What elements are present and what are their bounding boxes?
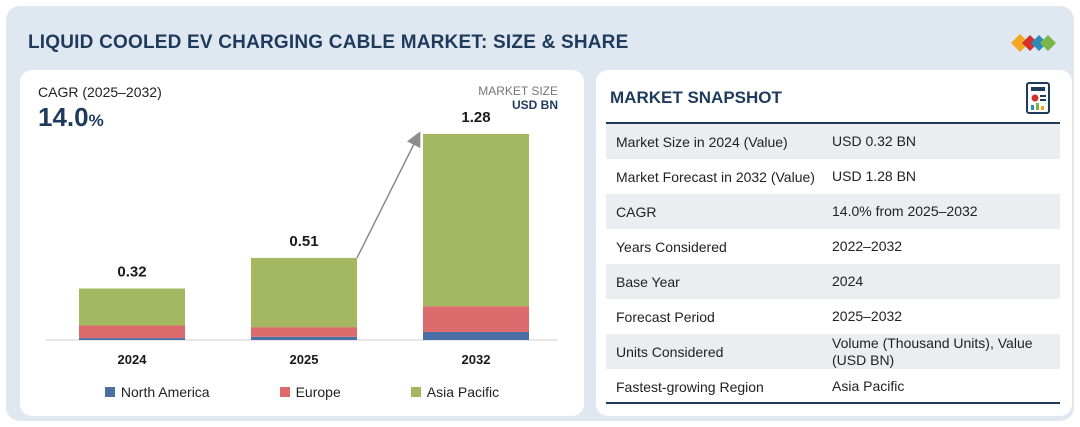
snapshot-row-value: USD 1.28 BN	[832, 168, 917, 184]
snapshot-row-label: Forecast Period	[616, 308, 715, 325]
brand-logo-icon	[1011, 34, 1056, 52]
cagr-number: 14.0	[38, 102, 89, 132]
chart-card: CAGR (2025–2032) 14.0% MARKET SIZE USD B…	[20, 70, 584, 416]
snapshot-row: Market Forecast in 2032 (Value) USD 1.28 …	[606, 159, 1060, 194]
snapshot-row: Units Considered Volume (Thousand Units),…	[606, 334, 1060, 369]
report-icon	[1026, 82, 1050, 114]
snapshot-top-rule	[606, 122, 1060, 124]
bar-segment-asia-pacific-2024	[79, 288, 185, 326]
bar-total-label: 1.28	[461, 109, 490, 126]
x-tick-label: 2024	[118, 352, 148, 367]
snapshot-row: Market Size in 2024 (Value) USD 0.32 BN	[606, 124, 1060, 159]
cagr-percent-symbol: %	[88, 111, 104, 130]
snapshot-row-label: Market Size in 2024 (Value)	[616, 133, 788, 150]
logo-diamond-4	[1040, 35, 1056, 51]
page-title: LIQUID COOLED EV CHARGING CABLE MARKET: …	[28, 32, 629, 53]
legend-label: North America	[120, 384, 210, 400]
bar-segment-north-america-2025	[251, 336, 357, 340]
bar-total-label: 0.32	[117, 264, 146, 281]
snapshot-title: MARKET SNAPSHOT	[610, 88, 782, 107]
snapshot-row: Years Considered 2022–2032	[606, 229, 1060, 264]
legend-label: Europe	[295, 384, 341, 400]
legend-item: Asia Pacific	[410, 384, 500, 400]
bar-segment-north-america-2032	[423, 331, 529, 340]
snapshot-row: CAGR 14.0% from 2025–2032	[606, 194, 1060, 229]
cagr-value: 14.0%	[38, 102, 104, 133]
bar-segment-north-america-2024	[79, 338, 185, 340]
growth-arrow	[356, 131, 421, 259]
logo-diamond-3	[1031, 35, 1047, 51]
snapshot-row-value: 2024	[832, 273, 864, 289]
snapshot-row-value: 14.0% from 2025–2032	[832, 203, 978, 219]
snapshot-card: MARKET SNAPSHOT Market Size in 2024 (Val…	[596, 70, 1072, 416]
bar-segment-europe-2032	[423, 306, 529, 332]
snapshot-bottom-rule	[606, 402, 1060, 404]
snapshot-row-label: Base Year	[616, 273, 680, 290]
snapshot-row: Fastest-growing Region Asia Pacific	[606, 369, 1060, 404]
market-size-unit: USD BN	[511, 98, 558, 112]
snapshot-row: Forecast Period 2025–2032	[606, 299, 1060, 334]
bar-segment-europe-2025	[251, 327, 357, 337]
bar-total-label: 0.51	[289, 233, 318, 250]
snapshot-row-label: Fastest-growing Region	[616, 378, 764, 395]
bar-segment-asia-pacific-2025	[251, 257, 357, 328]
logo-diamond-2	[1022, 35, 1038, 51]
chart-legend: North America Europe Asia Pacific	[20, 384, 584, 400]
snapshot-row-value: 2022–2032	[832, 238, 903, 254]
snapshot-row-label: Market Forecast in 2032 (Value)	[616, 168, 815, 185]
bar-segment-europe-2024	[79, 325, 185, 339]
x-tick-label: 2032	[462, 352, 491, 367]
cagr-label: CAGR (2025–2032)	[38, 84, 162, 100]
snapshot-row-value: Asia Pacific	[832, 378, 905, 394]
snapshot-row-label: Units Considered	[616, 343, 724, 360]
logo-diamond-1	[1011, 34, 1029, 52]
legend-swatch	[104, 387, 115, 397]
snapshot-row-label: CAGR	[616, 203, 657, 220]
legend-swatch	[410, 387, 421, 397]
legend-swatch	[279, 387, 290, 397]
snapshot-row: Base Year 2024	[606, 264, 1060, 299]
snapshot-row-label: Years Considered	[616, 238, 727, 255]
snapshot-table: Market Size in 2024 (Value) USD 0.32 BN Ma…	[606, 124, 1060, 404]
legend-label: Asia Pacific	[426, 384, 500, 400]
legend-item: Europe	[279, 384, 341, 400]
snapshot-row-value: Volume (Thousand Units), Value (USD BN)	[832, 334, 1033, 368]
market-size-label: MARKET SIZE	[478, 84, 558, 98]
snapshot-row-value: USD 0.32 BN	[832, 133, 917, 149]
bar-segment-asia-pacific-2032	[423, 134, 529, 307]
infographic-frame: LIQUID COOLED EV CHARGING CABLE MARKET: …	[6, 6, 1074, 421]
stacked-bar-chart: 0.32 2024 0.51 2025 1.28 2032	[46, 109, 558, 367]
snapshot-row-value: 2025–2032	[832, 308, 903, 324]
legend-item: North America	[104, 384, 210, 400]
x-tick-label: 2025	[290, 352, 319, 367]
